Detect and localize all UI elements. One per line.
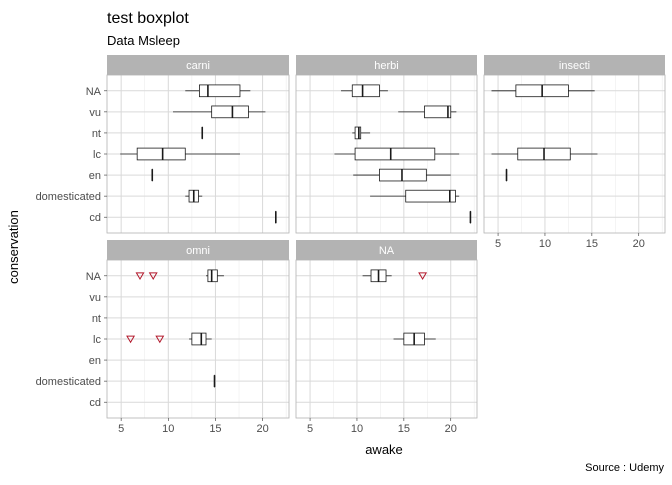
facet-strip-label: insecti: [559, 60, 590, 72]
facet-strip-label: NA: [379, 245, 395, 257]
x-tick-label: 15: [398, 423, 410, 435]
box-iqr: [137, 148, 185, 160]
y-tick-label: lc: [93, 149, 101, 161]
facet-panel: insecti 5 10 15 20: [484, 55, 665, 250]
box-iqr: [192, 333, 206, 345]
x-tick-label: 5: [307, 423, 313, 435]
x-axis-title: awake: [365, 442, 403, 457]
box-iqr: [379, 169, 426, 181]
y-tick-label: cd: [89, 397, 101, 409]
facet-strip-label: omni: [186, 245, 210, 257]
box-iqr: [424, 106, 450, 118]
y-tick-label: lc: [93, 334, 101, 346]
x-tick-label: 20: [445, 423, 457, 435]
facet-strip-label: herbi: [374, 60, 398, 72]
plot-subtitle: Data Msleep: [107, 33, 180, 48]
x-tick-label: 5: [118, 423, 124, 435]
x-tick-label: 10: [162, 423, 174, 435]
box-iqr: [212, 106, 249, 118]
facet-panels: carni NA vu nt lc en domesticated cd herbi insect…: [36, 55, 665, 435]
box-iqr: [352, 85, 379, 97]
facet-panel: carni NA vu nt lc en domesticated cd: [36, 55, 289, 233]
x-tick-label: 20: [256, 423, 268, 435]
plot-caption: Source : Udemy: [585, 462, 664, 474]
facet-strip-label: carni: [186, 60, 210, 72]
box-iqr: [199, 85, 240, 97]
x-tick-label: 15: [586, 238, 598, 250]
y-tick-label: domesticated: [36, 191, 101, 203]
y-tick-label: en: [89, 355, 101, 367]
facet-panel: NA 5 10 15 20: [296, 240, 477, 435]
facet-panel: omni NA vu nt lc en domesticated cd 5 10 15 20: [36, 240, 289, 435]
plot-title: test boxplot: [107, 10, 189, 27]
x-tick-label: 5: [495, 238, 501, 250]
y-axis-title: conservation: [6, 210, 21, 284]
facet-panel: herbi: [296, 55, 477, 233]
y-tick-label: vu: [89, 107, 101, 119]
y-tick-label: NA: [86, 271, 102, 283]
y-tick-label: en: [89, 170, 101, 182]
y-tick-label: domesticated: [36, 376, 101, 388]
box-iqr: [208, 270, 217, 282]
x-tick-label: 10: [539, 238, 551, 250]
y-tick-label: nt: [92, 128, 101, 140]
box-iqr: [355, 148, 435, 160]
y-tick-label: NA: [86, 86, 102, 98]
x-tick-label: 15: [209, 423, 221, 435]
box-iqr: [406, 190, 456, 202]
y-tick-label: cd: [89, 212, 101, 224]
y-tick-label: vu: [89, 292, 101, 304]
x-tick-label: 10: [351, 423, 363, 435]
y-tick-label: nt: [92, 313, 101, 325]
x-tick-label: 20: [633, 238, 645, 250]
box-iqr: [355, 127, 361, 139]
